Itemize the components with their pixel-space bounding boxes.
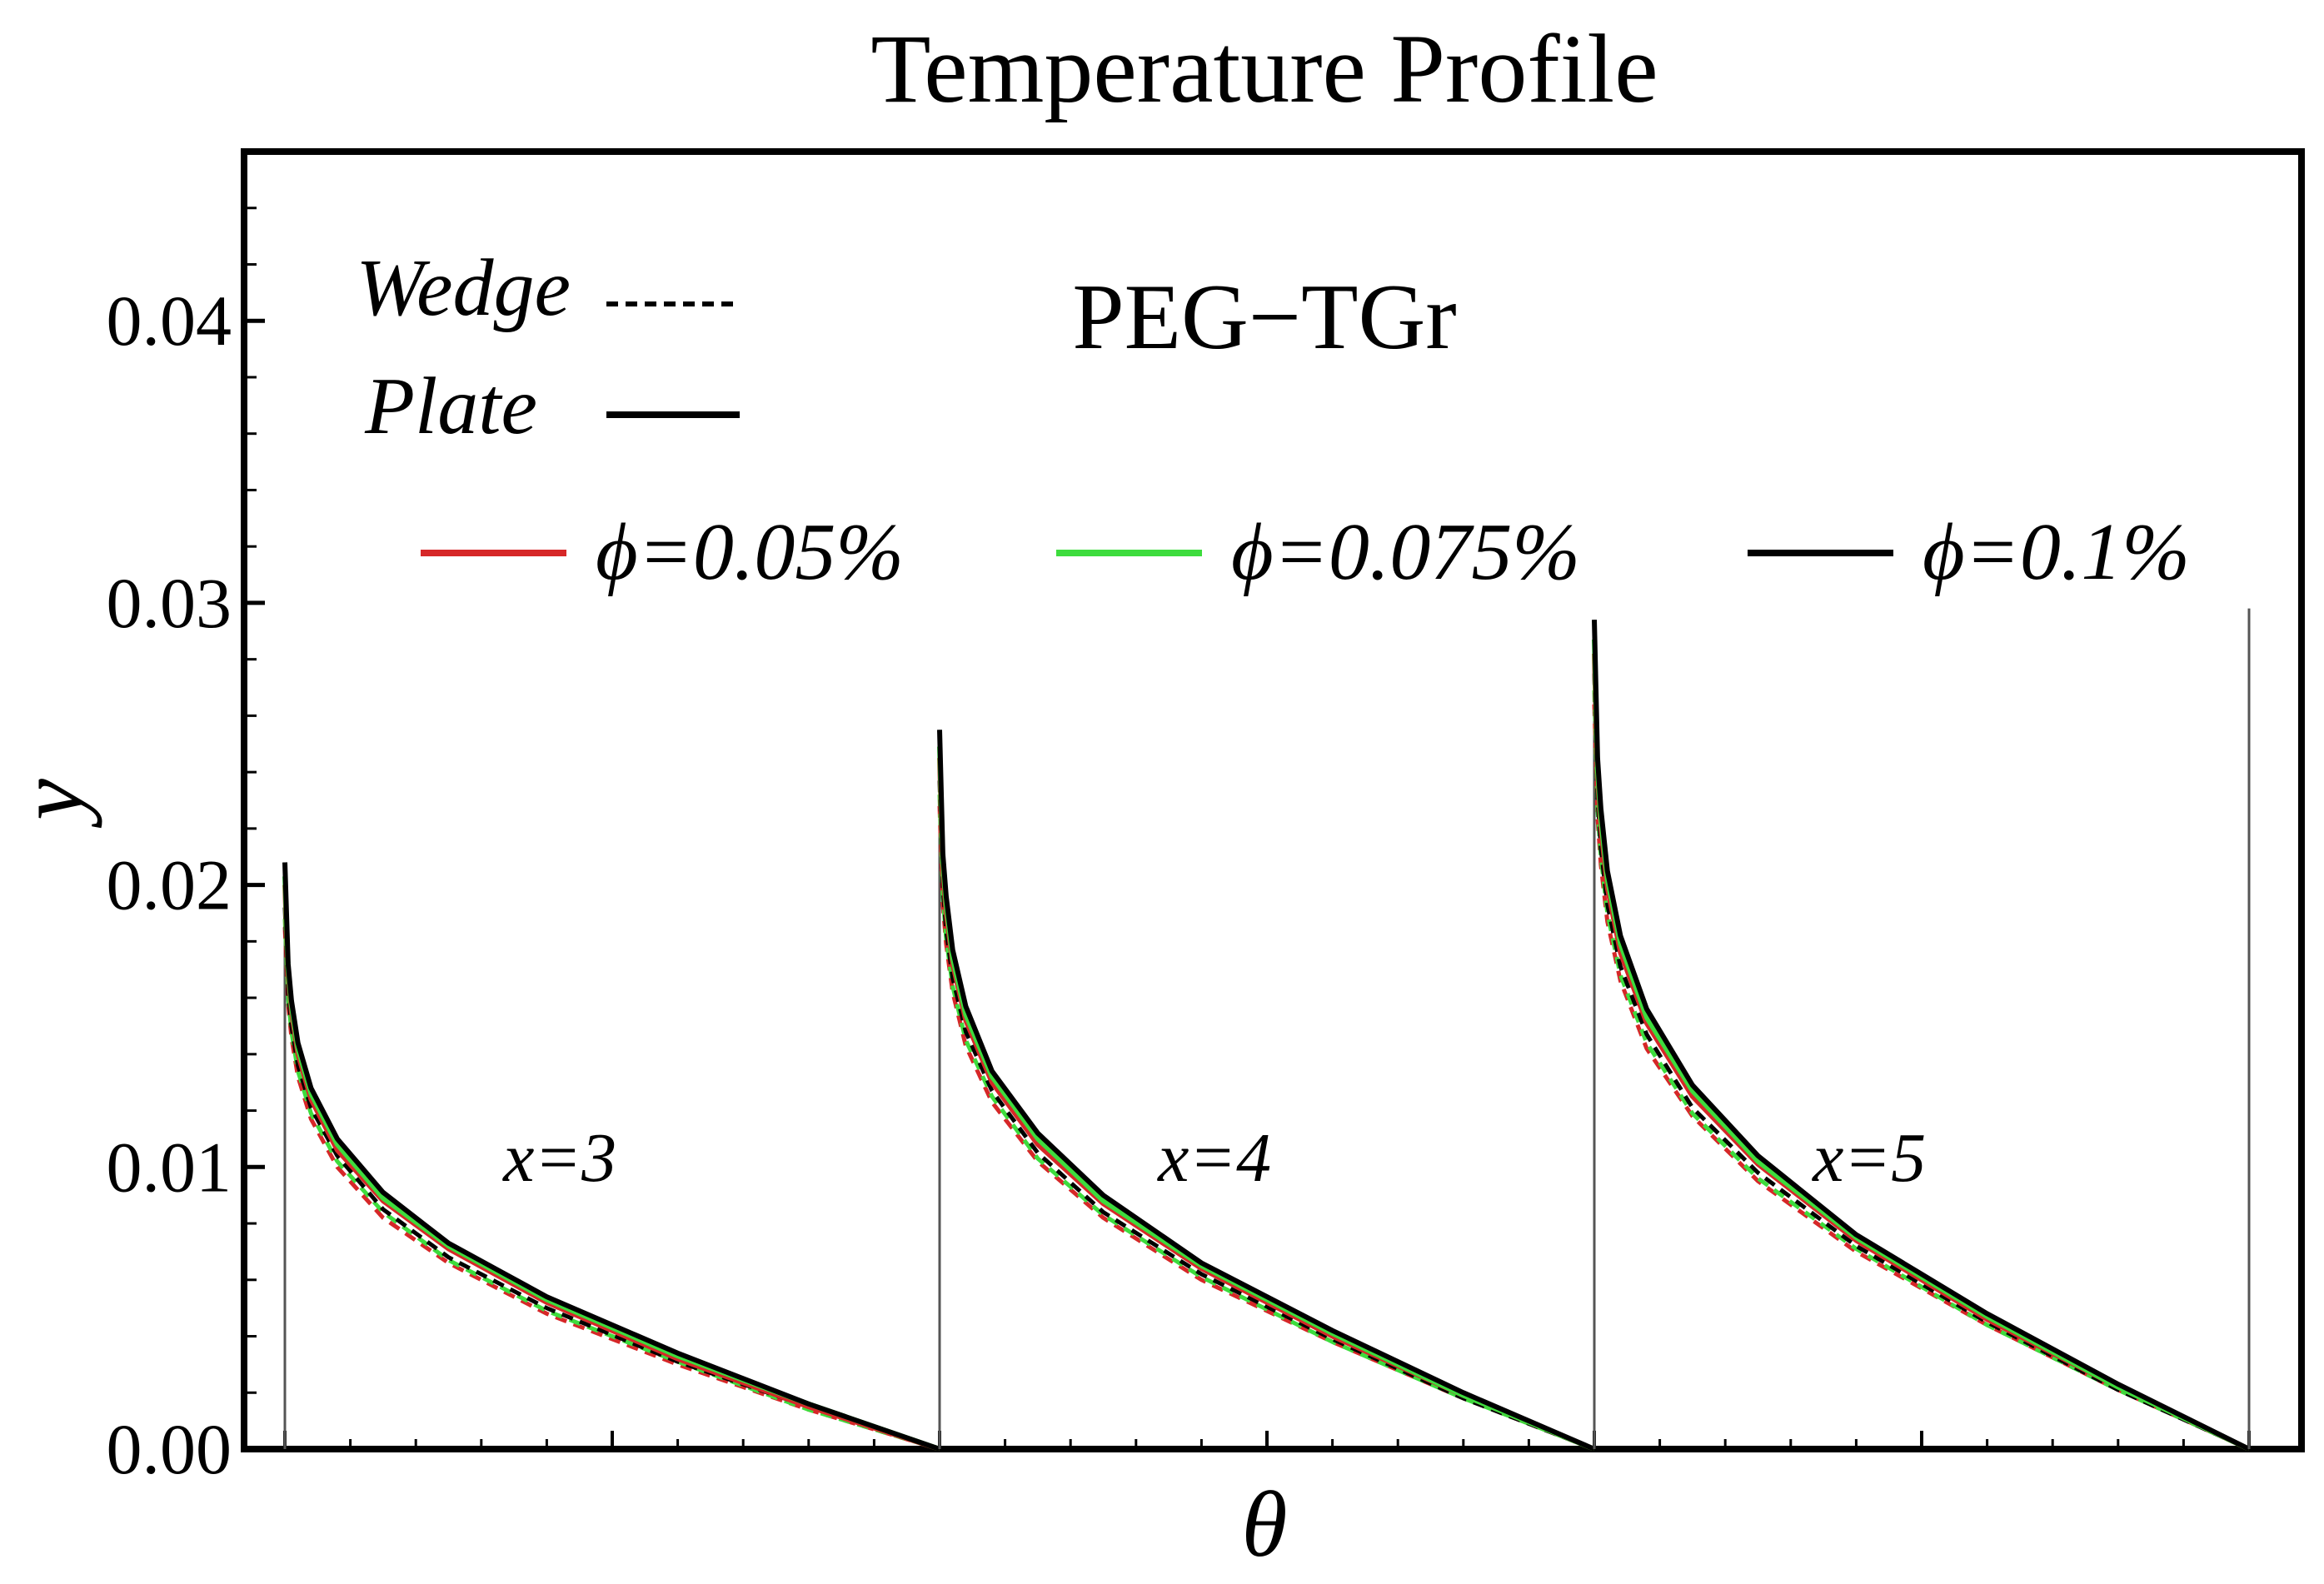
panel-label: x=5: [1811, 1119, 1926, 1197]
plate-line-ϕ=0.1%: [937, 730, 1596, 1452]
wedge-line-ϕ=0.075%: [1592, 690, 2251, 1452]
series-legend: ϕ=0.05% ϕ=0.075% ϕ=0.1%: [421, 507, 2190, 597]
panel-label: x=4: [1156, 1119, 1271, 1197]
plate-line-ϕ=0.05%: [937, 758, 1596, 1452]
plate-line-ϕ=0.05%: [1592, 653, 2251, 1452]
panels: x=3 x=4 x=5: [282, 608, 2251, 1452]
y-axis-ticks: 0.00 0.01 0.02 0.03 0.04: [107, 207, 265, 1489]
wedge-line-ϕ=0.1%: [282, 907, 940, 1452]
y-axis-label: y: [0, 779, 102, 829]
plate-line-ϕ=0.075%: [937, 746, 1596, 1452]
legend-phi-0075-label: ϕ=0.075%: [1231, 507, 1580, 597]
panel-x-3: x=3: [282, 862, 940, 1452]
x-axis-label: θ: [1241, 1473, 1287, 1577]
panel-x-4: x=4: [937, 730, 1596, 1452]
panel-x-5: x=5: [1592, 620, 2251, 1452]
wedge-line-ϕ=0.05%: [937, 805, 1595, 1452]
plot-frame: [241, 148, 2305, 1452]
y-tick-label: 0.04: [107, 281, 232, 361]
wedge-line-ϕ=0.05%: [1592, 704, 2251, 1452]
wedge-line-ϕ=0.1%: [937, 780, 1595, 1452]
linestyle-legend: Wedge Plate: [356, 243, 740, 451]
wedge-line-ϕ=0.1%: [1592, 673, 2251, 1452]
plate-line-ϕ=0.1%: [282, 862, 940, 1452]
legend-wedge-label: Wedge: [356, 243, 571, 333]
material-annotation: PEG−TGr: [1072, 266, 1456, 369]
y-tick-label: 0.01: [107, 1127, 232, 1207]
plate-line-ϕ=0.075%: [1592, 639, 2251, 1452]
legend-phi-01-label: ϕ=0.1%: [1923, 507, 2190, 597]
plate-line-ϕ=0.1%: [1592, 620, 2251, 1452]
y-tick-label: 0.00: [107, 1409, 232, 1489]
chart-title: Temperature Profile: [870, 14, 1658, 123]
legend-phi-005-label: ϕ=0.05%: [596, 507, 904, 597]
y-tick-label: 0.02: [107, 845, 232, 925]
y-tick-label: 0.03: [107, 563, 232, 643]
legend-plate-label: Plate: [364, 361, 537, 451]
panel-label: x=3: [501, 1119, 616, 1197]
wedge-line-ϕ=0.075%: [937, 794, 1595, 1452]
